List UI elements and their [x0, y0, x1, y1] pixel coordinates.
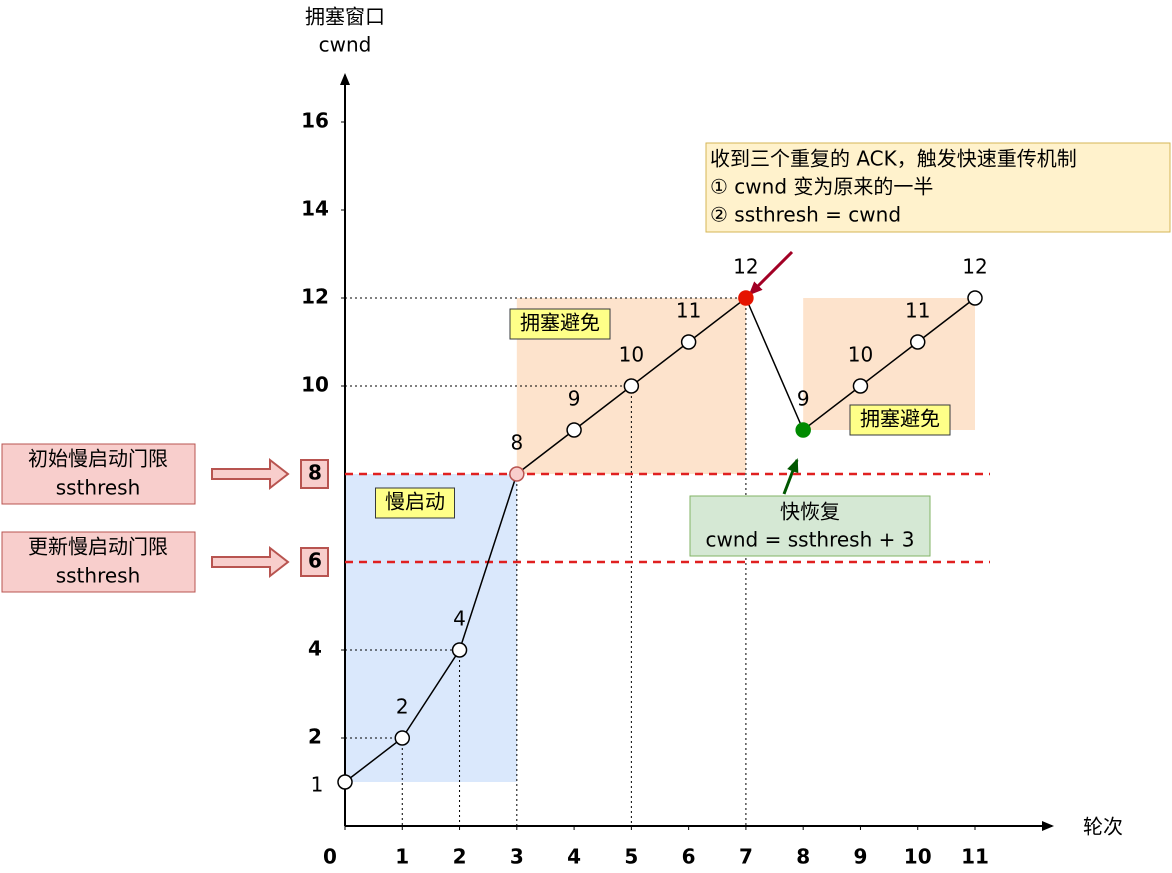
- data-label: 9: [568, 387, 581, 411]
- region-label: 拥塞避免: [520, 311, 600, 335]
- data-label: 4: [453, 607, 466, 631]
- x-axis-label: 轮次: [1083, 815, 1123, 839]
- threshold-label: ssthresh: [56, 564, 141, 588]
- x-tick-label: 5: [624, 845, 638, 869]
- data-point: [967, 290, 983, 306]
- shaded-region: [345, 474, 517, 782]
- threshold-label: ssthresh: [56, 476, 141, 500]
- data-label: 10: [619, 343, 644, 367]
- data-label: 12: [733, 255, 758, 279]
- threshold-label-box: [1, 443, 196, 505]
- x-tick-label: 10: [904, 845, 932, 869]
- data-label: 12: [962, 255, 987, 279]
- data-label: 11: [905, 299, 930, 323]
- data-label: 1: [311, 773, 324, 797]
- x-tick-label: 1: [395, 845, 409, 869]
- data-label: 10: [848, 343, 873, 367]
- data-point: [795, 422, 811, 438]
- data-point: [394, 730, 411, 746]
- data-point: [909, 334, 926, 350]
- x-tick-label: 9: [853, 845, 867, 869]
- region-label-box: [375, 487, 455, 519]
- region-label-box: [849, 404, 951, 436]
- data-point: [738, 290, 754, 306]
- annotation-text: cwnd = ssthresh + 3: [706, 528, 915, 552]
- x-tick-label: 3: [510, 845, 524, 869]
- data-label: 8: [510, 431, 523, 455]
- annotation-text: ② ssthresh = cwnd: [710, 203, 901, 227]
- y-tick-label: 4: [308, 637, 322, 661]
- data-label: 11: [676, 299, 701, 323]
- annotation-arrow: [782, 458, 799, 495]
- annotation-box: [689, 495, 931, 557]
- x-tick-label: 4: [567, 845, 581, 869]
- y-tick-highlight: [300, 459, 329, 489]
- data-point: [451, 642, 468, 658]
- y-tick-label: 2: [308, 725, 322, 749]
- region-label-box: [509, 308, 611, 340]
- y-tick-label: 12: [301, 285, 329, 309]
- data-line: [344, 296, 976, 783]
- threshold-label: 更新慢启动门限: [28, 535, 168, 559]
- region-label: 拥塞避免: [860, 407, 940, 431]
- data-label: 9: [797, 387, 810, 411]
- y-axis-label: 拥塞窗口: [305, 5, 385, 29]
- x-tick-label: 6: [682, 845, 696, 869]
- annotation-text: 快恢复: [780, 500, 840, 524]
- x-tick-label: 11: [961, 845, 989, 869]
- y-tick-label: 8: [308, 461, 322, 485]
- region-label: 慢启动: [385, 490, 445, 514]
- y-tick-label: 14: [301, 197, 329, 221]
- threshold-label: 初始慢启动门限: [28, 447, 168, 471]
- x-tick-label: 0: [323, 845, 337, 869]
- annotation-box: [705, 142, 1171, 233]
- threshold-arrow: [211, 545, 290, 579]
- y-tick-highlight: [300, 547, 329, 577]
- x-tick-label: 2: [453, 845, 467, 869]
- data-point: [566, 422, 582, 438]
- annotation-text: 收到三个重复的 ACK，触发快速重传机制: [710, 147, 1077, 171]
- x-tick-label: 8: [796, 845, 810, 869]
- data-point: [623, 378, 640, 394]
- annotation-arrow: [748, 250, 794, 296]
- data-point: [680, 334, 697, 350]
- data-label: 2: [396, 695, 409, 719]
- y-axis-label: cwnd: [319, 33, 372, 57]
- threshold-label-box: [1, 531, 196, 593]
- y-tick-label: 6: [308, 549, 322, 573]
- x-tick-label: 7: [739, 845, 753, 869]
- annotation-text: ① cwnd 变为原来的一半: [710, 175, 933, 199]
- data-point: [509, 466, 525, 482]
- y-tick-label: 16: [301, 109, 329, 133]
- data-point: [337, 774, 353, 790]
- threshold-arrow: [211, 457, 290, 491]
- y-tick-label: 10: [301, 373, 329, 397]
- data-point: [852, 378, 869, 394]
